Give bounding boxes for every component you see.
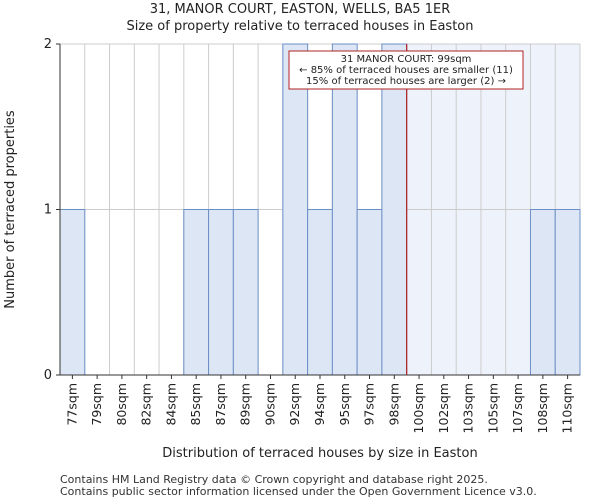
x-tick-label: 100sqm — [411, 383, 426, 433]
x-tick-label: 105sqm — [485, 383, 500, 433]
annotation-title: 31 MANOR COURT: 99sqm — [341, 54, 472, 65]
bar — [59, 209, 86, 376]
bar — [307, 209, 333, 376]
x-tick-label: 85sqm — [188, 383, 203, 426]
chart-subtitle: Size of property relative to terraced ho… — [126, 19, 474, 34]
bar — [356, 209, 383, 376]
bar — [331, 43, 358, 376]
x-tick-label: 82sqm — [139, 383, 154, 426]
y-tick-label: 1 — [44, 203, 52, 218]
bar — [208, 209, 234, 376]
x-tick-label: 98sqm — [386, 383, 401, 426]
x-tick-label: 110sqm — [560, 383, 575, 433]
x-tick-label: 84sqm — [163, 383, 178, 426]
x-tick-label: 89sqm — [238, 383, 253, 426]
x-tick-label: 97sqm — [362, 383, 377, 426]
bar — [282, 43, 309, 376]
marker-layer: 31 MANOR COURT: 99sqm← 85% of terraced h… — [288, 44, 524, 375]
footer-copyright: Contains HM Land Registry data © Crown c… — [60, 473, 488, 486]
x-axis-title: Distribution of terraced houses by size … — [162, 446, 477, 461]
x-tick-label: 94sqm — [312, 383, 327, 426]
bar — [554, 209, 581, 376]
bar — [529, 209, 556, 376]
x-tick-label: 79sqm — [89, 383, 104, 426]
bar — [381, 43, 408, 376]
y-tick-label: 0 — [44, 368, 52, 383]
axis-layer: 0 1 2 77sqm 79sqm 80sqm 82sqm 84sqm 85sqm 87sqm 89… — [3, 37, 580, 461]
y-tick-label: 2 — [44, 37, 52, 52]
footer-licence: Contains public sector information licen… — [60, 485, 537, 498]
x-tick-label: 80sqm — [114, 383, 129, 426]
x-tick-label: 90sqm — [262, 383, 277, 426]
annotation-box — [288, 50, 524, 90]
x-tick-label: 87sqm — [213, 383, 228, 426]
y-axis-title: Number of terraced properties — [3, 110, 18, 309]
annotation-smaller: ← 85% of terraced houses are smaller (11… — [299, 65, 513, 76]
x-tick-label: 107sqm — [510, 383, 525, 433]
annotation-larger: 15% of terraced houses are larger (2) → — [306, 76, 506, 87]
x-tick-label: 102sqm — [436, 383, 451, 433]
chart-title: 31, MANOR COURT, EASTON, WELLS, BA5 1ER — [149, 2, 451, 17]
x-tick-label: 108sqm — [535, 383, 550, 433]
x-tick-label: 92sqm — [287, 383, 302, 426]
bar — [232, 209, 259, 376]
x-tick-label: 77sqm — [64, 383, 79, 426]
x-tick-label: 103sqm — [461, 383, 476, 433]
bar — [183, 209, 210, 376]
x-tick-label: 95sqm — [337, 383, 352, 426]
